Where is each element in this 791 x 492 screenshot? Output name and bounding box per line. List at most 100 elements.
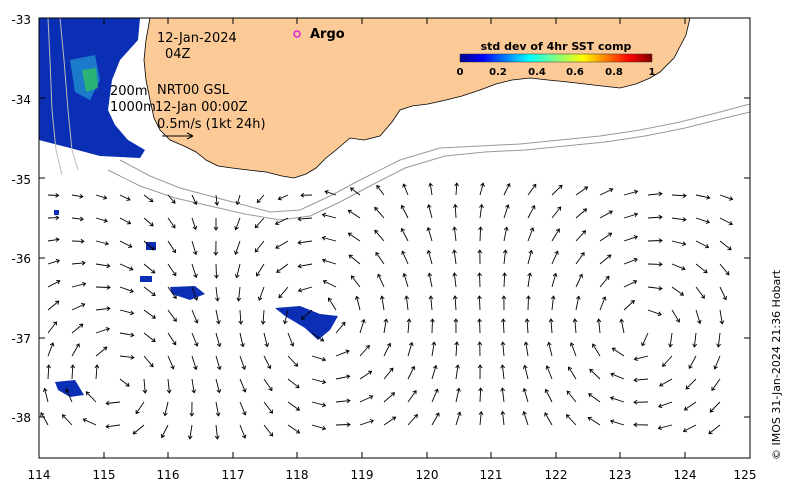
current-vector — [350, 275, 361, 288]
colorbar-label: 0.2 — [489, 67, 507, 78]
current-vector — [550, 295, 556, 311]
current-vector — [683, 401, 697, 411]
depth-200-label: 200m — [110, 84, 147, 99]
colorbar-label: 0.6 — [566, 67, 584, 78]
current-vector — [263, 332, 270, 348]
current-vector — [119, 286, 134, 294]
current-vector — [477, 249, 483, 265]
current-vector — [478, 226, 483, 242]
current-vector — [47, 300, 60, 311]
current-vector — [551, 250, 559, 265]
current-vector — [522, 387, 529, 403]
isobath-west — [59, 18, 79, 171]
sst-patch — [170, 286, 205, 300]
current-vector — [321, 258, 337, 265]
current-vector — [278, 286, 289, 299]
colorbar-title: std dev of 4hr SST comp — [481, 40, 632, 53]
x-tick-label: 119 — [351, 468, 374, 482]
current-vector — [256, 194, 265, 204]
current-vector — [167, 332, 177, 346]
current-vector — [214, 263, 219, 279]
current-vector — [347, 232, 361, 242]
current-vector — [47, 215, 60, 221]
x-tick-label: 125 — [734, 468, 757, 482]
current-vector — [335, 349, 350, 357]
current-vector — [568, 366, 577, 380]
current-vector — [575, 251, 585, 265]
current-vector — [239, 424, 247, 439]
current-vector — [374, 206, 385, 219]
current-vector — [430, 318, 435, 334]
current-vector — [503, 226, 509, 242]
current-vector — [685, 378, 697, 390]
current-vector — [623, 189, 639, 196]
current-vector — [95, 285, 111, 290]
current-vector — [359, 318, 366, 334]
x-tick-label: 121 — [480, 468, 503, 482]
current-vector — [167, 263, 177, 277]
current-vector — [42, 387, 49, 403]
current-vector — [695, 240, 710, 249]
current-vector — [191, 332, 199, 347]
current-vector — [95, 306, 111, 312]
current-vector — [479, 203, 484, 219]
current-vector — [662, 355, 673, 367]
current-vector — [599, 296, 607, 311]
current-vector — [647, 309, 662, 317]
current-vector — [71, 238, 85, 244]
current-vector — [658, 401, 673, 409]
current-vector — [257, 286, 265, 301]
current-vector — [407, 365, 416, 380]
current-vector — [500, 341, 506, 357]
current-vector — [328, 297, 337, 311]
sst-patch — [140, 276, 152, 282]
current-vector — [575, 295, 581, 311]
current-vector — [401, 250, 409, 265]
current-vector — [119, 332, 135, 338]
current-vector — [708, 424, 721, 435]
current-vector — [657, 424, 673, 431]
current-vector — [599, 254, 612, 265]
current-vector — [427, 272, 433, 288]
current-vector — [453, 318, 459, 334]
current-vector — [263, 355, 272, 370]
sst-patch — [54, 210, 59, 215]
current-vector — [569, 342, 577, 357]
current-vector — [610, 372, 625, 380]
current-vector — [527, 227, 535, 242]
isobath-200m — [119, 103, 750, 213]
colorbar — [459, 53, 653, 63]
current-vector — [71, 193, 84, 199]
current-vector — [682, 424, 697, 433]
current-vector — [426, 249, 433, 265]
current-vector — [143, 217, 154, 227]
plot-frame — [38, 17, 751, 459]
current-vector — [40, 412, 49, 426]
current-vector — [311, 378, 327, 385]
current-vector — [527, 249, 534, 265]
current-vector — [588, 393, 601, 403]
argo-label: Argo — [310, 27, 345, 42]
current-vector — [256, 263, 265, 277]
current-vector — [167, 309, 177, 322]
current-vector — [71, 323, 84, 334]
sst-patch-west-green — [82, 68, 98, 92]
current-vector — [143, 240, 155, 251]
current-vector — [695, 263, 708, 274]
current-vector — [623, 279, 638, 288]
current-vector — [575, 230, 587, 242]
credit-label: © IMOS 31-Jan-2024 21:36 Hobart — [770, 269, 783, 460]
vector-scale-arrow — [162, 132, 194, 140]
current-vector — [551, 272, 558, 288]
current-vector — [71, 260, 86, 266]
current-vector — [566, 390, 577, 403]
current-vector — [479, 182, 485, 196]
sst-patch — [55, 380, 84, 397]
current-vector — [500, 364, 506, 380]
vector-scale-label: 0.5m/s (1kt 24h) — [157, 117, 266, 132]
current-vector — [719, 240, 732, 251]
current-vector — [477, 341, 483, 357]
current-vector — [383, 416, 397, 426]
current-vector — [478, 387, 483, 403]
current-vector — [71, 216, 85, 222]
